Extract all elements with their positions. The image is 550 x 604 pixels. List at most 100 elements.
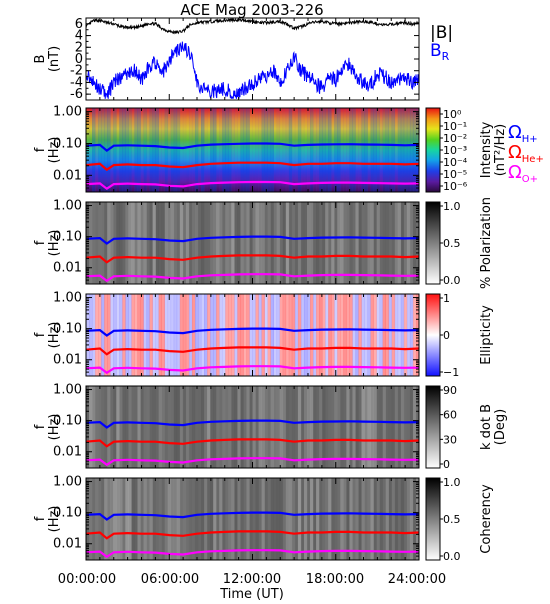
spectrogram-column	[337, 478, 341, 560]
y-axis-label: f	[33, 516, 48, 521]
spectrogram-column	[225, 202, 229, 284]
spectrogram-column	[228, 386, 232, 468]
spectrogram-column	[382, 202, 386, 284]
spectrogram-column	[285, 202, 290, 284]
spectrogram-column	[279, 294, 284, 376]
spectrogram-column	[391, 386, 396, 468]
legend-subscript: O+	[522, 174, 538, 185]
spectrogram-column	[382, 386, 386, 468]
spectrogram-column	[361, 202, 365, 284]
spectrogram-column	[328, 108, 332, 192]
spectrogram-column	[188, 386, 193, 468]
y-tick-label: 1.00	[53, 199, 82, 214]
spectrogram-column	[92, 108, 96, 192]
spectrogram-column	[207, 478, 211, 560]
spectrogram-column	[116, 386, 120, 468]
spectrogram-column	[306, 202, 311, 284]
spectrogram-column	[216, 478, 220, 560]
spectrogram-column	[222, 108, 226, 192]
spectrogram-column	[252, 294, 256, 376]
spectrogram-column	[313, 108, 317, 192]
spectrogram-column	[170, 108, 175, 192]
spectrogram-column	[240, 386, 244, 468]
spectrogram-column	[267, 478, 271, 560]
spectrogram-column	[152, 478, 156, 560]
spectrogram-column	[131, 478, 135, 560]
spectrogram-column	[119, 294, 123, 376]
spectrogram-column	[198, 386, 202, 468]
spectrogram-column	[313, 294, 317, 376]
spectrogram-column	[201, 108, 205, 192]
spectrogram-column	[370, 386, 374, 468]
colorbar-label: % Polarization	[479, 197, 494, 289]
colorbar-unit: (Deg)	[493, 409, 508, 445]
spectrogram-column	[95, 386, 99, 468]
spectrogram-column	[382, 294, 386, 376]
gyrofrequency-line	[85, 457, 420, 467]
gyrofrequency-line	[85, 273, 420, 283]
spectrogram-column	[179, 386, 184, 468]
spectrogram-column	[176, 294, 181, 376]
spectrogram-column	[101, 478, 105, 560]
spectrogram-column	[279, 108, 284, 192]
spectrogram-column	[234, 478, 238, 560]
spectrogram-column	[343, 202, 347, 284]
spectrogram-column	[361, 386, 365, 468]
spectrogram-column	[170, 386, 175, 468]
spectrogram-column	[143, 202, 147, 284]
spectrogram-column	[343, 386, 347, 468]
spectrogram-column	[113, 108, 117, 192]
x-tick-label: 00:00:00	[58, 572, 116, 587]
spectrogram-column	[216, 108, 220, 192]
colorbar-tick-label: 60	[443, 409, 457, 422]
y-tick-label: -2	[70, 64, 83, 79]
colorbar-tick-label: 0.0	[443, 274, 461, 287]
colorbar-tick-label: 0	[443, 458, 450, 471]
colorbar-label: Intensity	[479, 121, 494, 178]
y-axis-unit: (Hz)	[47, 506, 62, 533]
spectrogram-column	[140, 294, 144, 376]
spectrogram-column	[373, 386, 377, 468]
spectrogram-column	[337, 294, 341, 376]
spectrogram-column	[243, 108, 247, 192]
spectrogram-column	[237, 202, 241, 284]
spectrogram-column	[116, 202, 120, 284]
spectrogram-column	[243, 294, 247, 376]
spectrogram-column	[385, 108, 390, 192]
spectrogram-column	[122, 202, 126, 284]
spectrogram-column	[391, 202, 396, 284]
spectrogram-column	[367, 108, 371, 192]
spectrogram-column	[379, 294, 383, 376]
spectrogram-column	[397, 108, 402, 192]
spectrogram-column	[325, 108, 329, 192]
y-tick-label: 4	[75, 29, 83, 44]
spectrogram-column	[158, 108, 162, 192]
gyrofrequency-line	[85, 511, 420, 521]
spectrogram-column	[98, 294, 102, 376]
spectrogram-column	[346, 386, 350, 468]
spectrogram-column	[89, 202, 93, 284]
spectrogram-column	[294, 386, 299, 468]
gyrofrequency-line	[85, 419, 420, 429]
spectrogram-column	[319, 294, 323, 376]
spectrogram-column	[122, 294, 126, 376]
spectrogram-column	[231, 202, 235, 284]
spectrogram-column	[316, 478, 320, 560]
legend-br: BR	[430, 41, 450, 63]
spectrogram-column	[358, 108, 362, 192]
spectrogram-column	[158, 386, 162, 468]
spectrogram-column	[255, 108, 259, 192]
spectrogram-column	[234, 294, 238, 376]
spectrogram-column	[288, 108, 293, 192]
spectrogram-column	[98, 202, 102, 284]
spectrogram-column	[128, 478, 132, 560]
spectrogram-column	[258, 386, 262, 468]
y-tick-label: 0.01	[53, 445, 82, 460]
spectrogram-column	[264, 386, 268, 468]
spectrogram-column	[343, 294, 347, 376]
spectrogram-column	[340, 386, 344, 468]
colorbar-tick-label: 1	[443, 292, 450, 305]
spectrogram-column	[216, 386, 220, 468]
spectrogram-column	[279, 386, 284, 468]
